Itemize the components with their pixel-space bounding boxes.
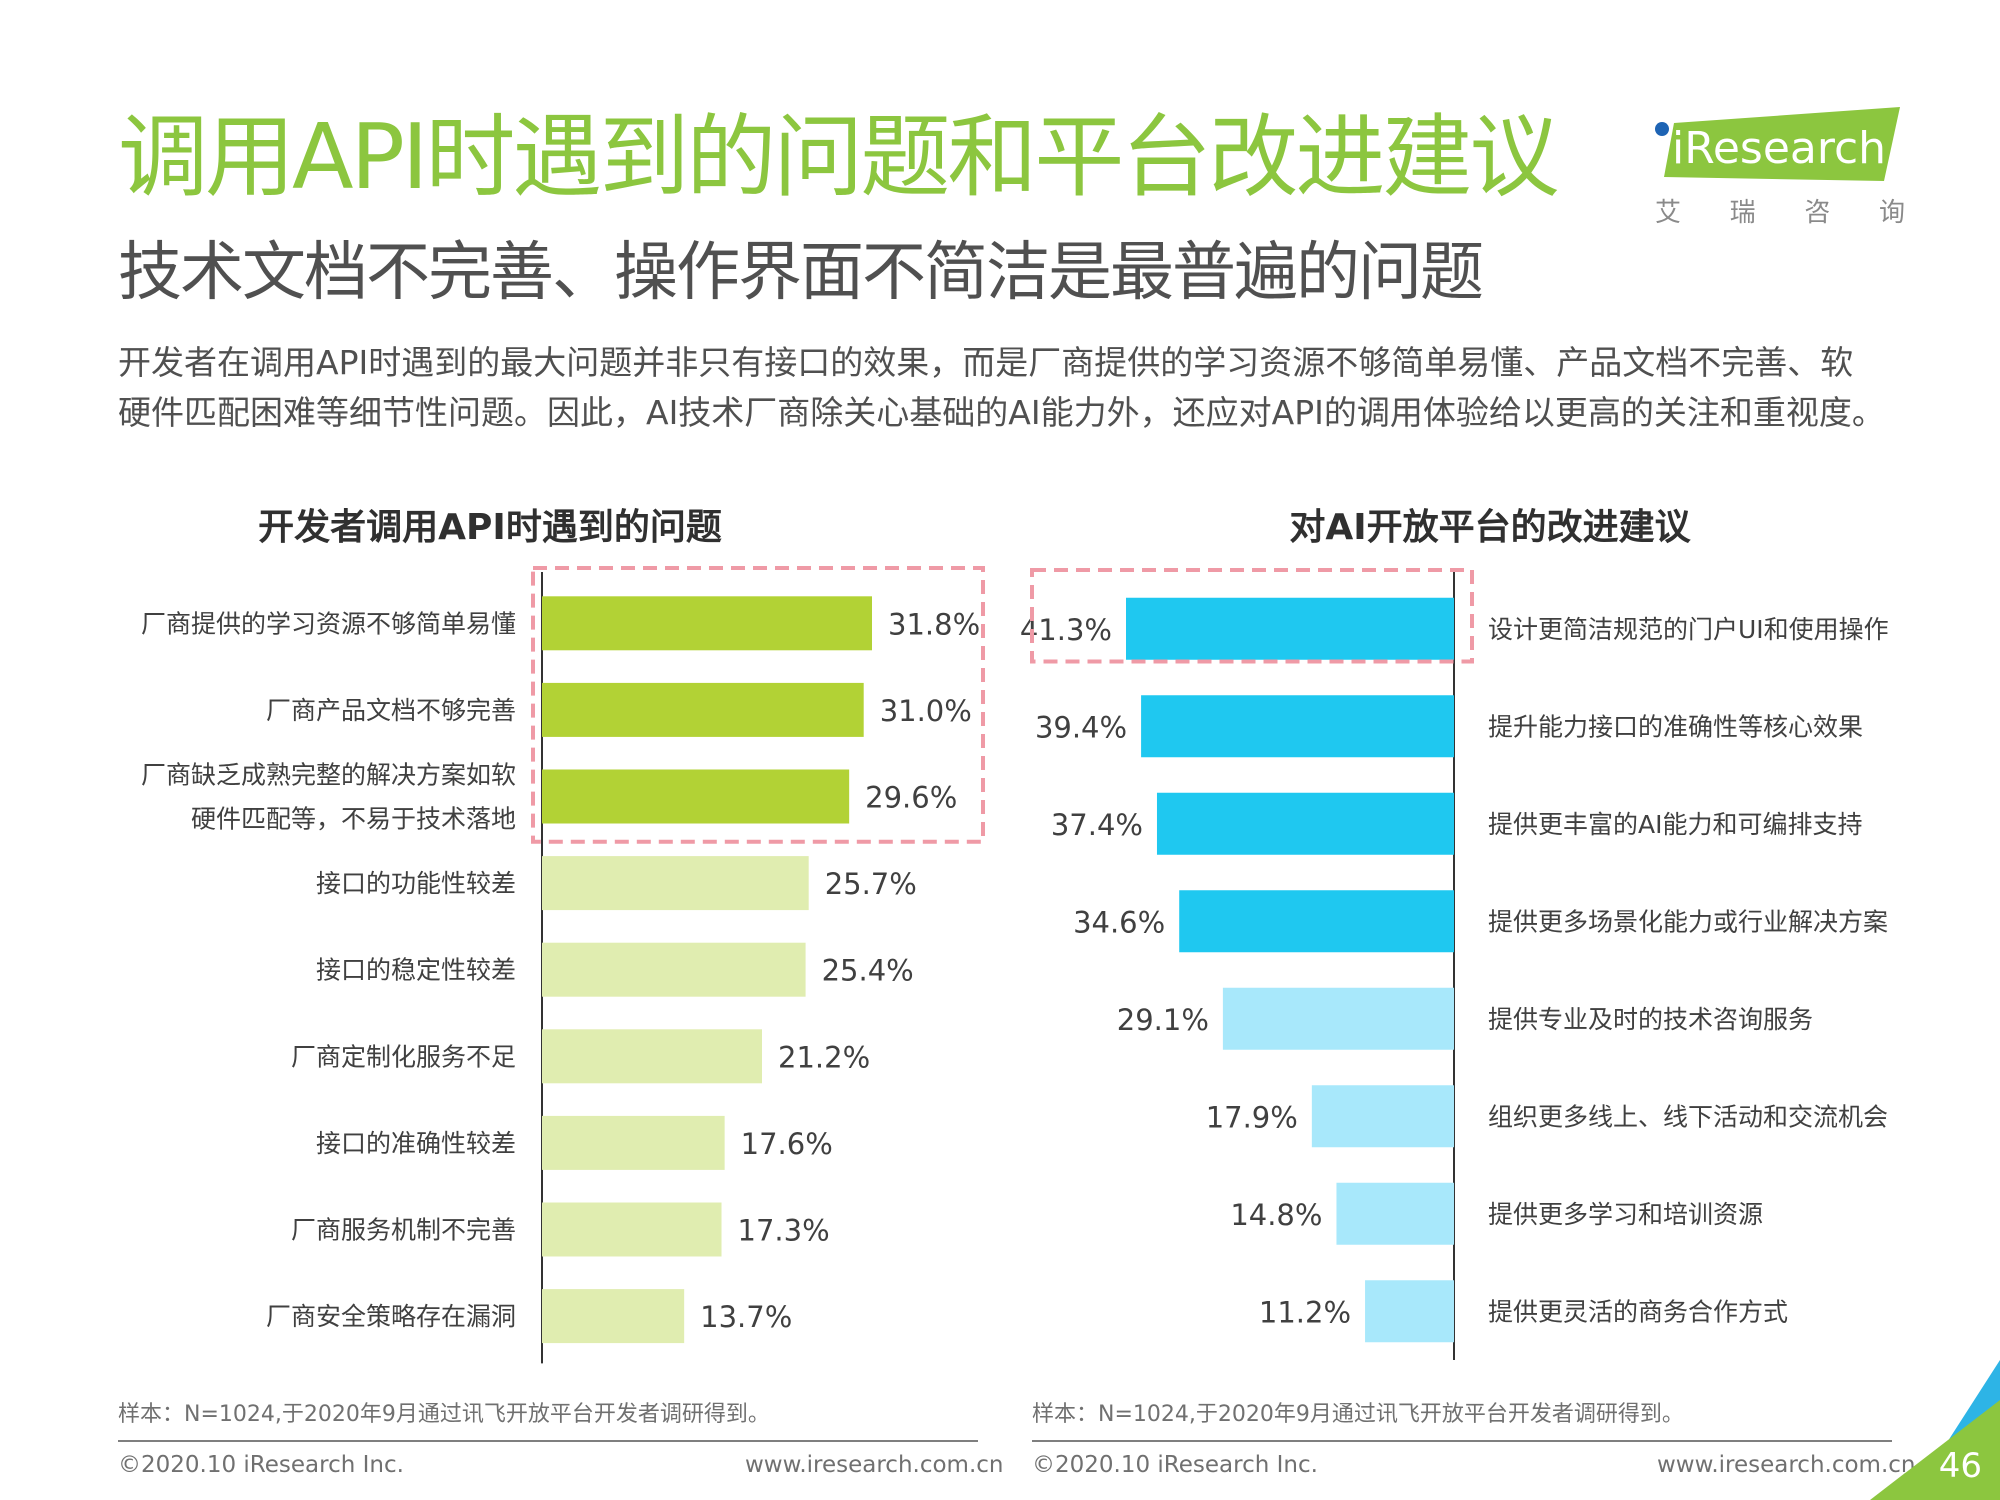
left-value-label: 25.4%: [822, 954, 914, 988]
left-bar: [542, 1289, 685, 1344]
left-category-label: 厂商缺乏成熟完整的解决方案如软: [141, 761, 516, 790]
right-bar: [1311, 1085, 1454, 1148]
right-sample-note: 样本：N=1024,于2020年9月通过讯飞开放平台开发者调研得到。: [1032, 1402, 1684, 1427]
iresearch-logo: iResearch: [1655, 107, 1900, 181]
right-value-label: 41.3%: [1020, 613, 1112, 647]
page-subtitle: 技术文档不完善、操作界面不简洁是最普遍的问题: [118, 236, 1484, 310]
right-copyright: ©2020.10 iResearch Inc.: [1032, 1452, 1318, 1478]
right-bar-chart: 41.3% 设计更简洁规范的门户UI和使用操作 39.4% 提升能力接口的准确性等核心…: [1020, 568, 1889, 1360]
corner-decoration: [1870, 1360, 2000, 1500]
right-value-label: 17.9%: [1206, 1100, 1298, 1134]
right-category-label: 设计更简洁规范的门户UI和使用操作: [1488, 615, 1889, 644]
left-value-label: 29.6%: [865, 781, 957, 815]
left-bar: [542, 1115, 725, 1170]
logo-sub-char: 艾: [1655, 198, 1682, 228]
right-value-label: 39.4%: [1035, 710, 1127, 744]
left-bar-chart: 31.8% 厂商提供的学习资源不够简单易懂 31.0% 厂商产品文档不够完善 29.6%…: [141, 566, 985, 1364]
right-bar: [1222, 987, 1454, 1050]
left-footer-divider: [118, 1440, 978, 1442]
left-bar: [542, 1029, 762, 1084]
logo-banner: [1664, 107, 1900, 181]
right-bar: [1156, 792, 1454, 855]
right-value-label: 34.6%: [1073, 905, 1165, 939]
left-bar: [542, 1202, 722, 1257]
left-bar: [542, 682, 864, 737]
right-category-label: 提供专业及时的技术咨询服务: [1488, 1005, 1813, 1034]
right-bar: [1141, 695, 1454, 758]
page-number: 46: [1938, 1446, 1982, 1486]
logo-sub-char: 咨: [1804, 198, 1831, 228]
left-value-label: 25.7%: [825, 867, 917, 901]
left-category-label: 接口的稳定性较差: [316, 956, 516, 985]
left-value-label: 17.6%: [741, 1127, 833, 1161]
left-copyright: ©2020.10 iResearch Inc.: [118, 1452, 404, 1478]
page-title: 调用API时遇到的问题和平台改进建议: [118, 105, 1559, 210]
left-category-label: 硬件匹配等，不易于技术落地: [191, 805, 516, 834]
right-category-label: 提供更灵活的商务合作方式: [1488, 1297, 1788, 1326]
description-line-1: 开发者在调用API时遇到的最大问题并非只有接口的效果，而是厂商提供的学习资源不够…: [118, 343, 1854, 382]
left-category-label: 厂商提供的学习资源不够简单易懂: [141, 609, 516, 638]
left-sample-note: 样本：N=1024,于2020年9月通过讯飞开放平台开发者调研得到。: [118, 1402, 770, 1427]
right-bar: [1336, 1182, 1454, 1245]
right-value-label: 29.1%: [1117, 1003, 1209, 1037]
left-category-label: 厂商产品文档不够完善: [266, 696, 516, 725]
logo-dot-icon: [1655, 122, 1669, 136]
right-highlight-box: [1030, 568, 1474, 664]
right-bar: [1126, 597, 1454, 660]
right-value-label: 14.8%: [1230, 1198, 1322, 1232]
left-value-label: 21.2%: [778, 1040, 870, 1074]
right-category-label: 提供更多学习和培训资源: [1488, 1200, 1763, 1229]
right-chart-title: 对AI开放平台的改进建议: [1289, 507, 1691, 548]
left-category-label: 厂商定制化服务不足: [291, 1042, 516, 1071]
right-category-label: 提升能力接口的准确性等核心效果: [1488, 712, 1863, 741]
right-category-label: 组织更多线上、线下活动和交流机会: [1488, 1102, 1888, 1131]
left-website: www.iresearch.com.cn: [745, 1452, 1004, 1478]
right-value-label: 11.2%: [1259, 1295, 1351, 1329]
left-chart-title: 开发者调用API时遇到的问题: [258, 507, 722, 548]
corner-green-shape: [1870, 1400, 2000, 1500]
logo-text: iResearch: [1672, 123, 1886, 174]
right-value-label: 37.4%: [1051, 808, 1143, 842]
left-category-label: 厂商服务机制不完善: [291, 1216, 516, 1245]
left-category-label: 厂商安全策略存在漏洞: [266, 1302, 516, 1331]
left-value-label: 31.0%: [880, 694, 972, 728]
right-website: www.iresearch.com.cn: [1657, 1452, 1916, 1478]
left-highlight-box: [531, 566, 985, 844]
left-bar: [542, 769, 850, 824]
right-bar: [1179, 890, 1454, 953]
logo-subtitle: 艾 瑞 咨 询: [1655, 192, 1905, 229]
right-footer-divider: [1032, 1440, 1892, 1442]
description: 开发者在调用API时遇到的最大问题并非只有接口的效果，而是厂商提供的学习资源不够…: [118, 338, 1968, 438]
right-category-label: 提供更多场景化能力或行业解决方案: [1488, 907, 1888, 936]
logo-sub-char: 询: [1878, 198, 1905, 228]
logo-sub-char: 瑞: [1729, 198, 1756, 228]
left-bar: [542, 856, 809, 911]
left-value-label: 13.7%: [700, 1300, 792, 1334]
left-bar: [542, 596, 872, 651]
left-category-label: 接口的功能性较差: [316, 869, 516, 898]
right-bar: [1365, 1280, 1454, 1343]
left-bar: [542, 942, 806, 997]
left-category-label: 接口的准确性较差: [316, 1129, 516, 1158]
left-value-label: 17.3%: [738, 1214, 830, 1248]
right-category-label: 提供更丰富的AI能力和可编排支持: [1488, 810, 1862, 839]
left-value-label: 31.8%: [888, 607, 980, 641]
description-line-2: 硬件匹配困难等细节性问题。因此，AI技术厂商除关心基础的AI能力外，还应对API…: [118, 393, 1885, 432]
